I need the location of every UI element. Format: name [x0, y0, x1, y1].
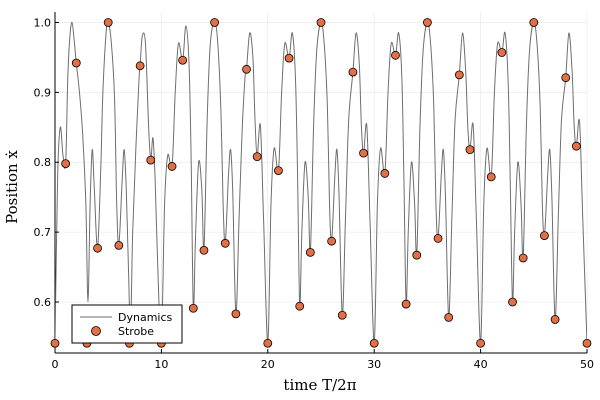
- strobe-point: [412, 250, 422, 260]
- strobe-point: [252, 152, 262, 162]
- series-layer: [50, 18, 592, 348]
- strobe-point: [71, 58, 81, 68]
- x-axis-title: time T/2π: [283, 376, 356, 394]
- y-tick-label: 0.9: [34, 86, 52, 99]
- legend: Dynamics Strobe: [71, 304, 183, 344]
- strobe-point: [61, 159, 71, 169]
- x-tick-label: 20: [261, 358, 275, 371]
- strobe-point: [284, 53, 294, 63]
- strobe-point: [518, 253, 528, 263]
- strobe-point: [188, 303, 198, 313]
- strobe-point: [199, 245, 209, 255]
- strobe-point: [465, 145, 475, 155]
- strobe-point: [540, 231, 549, 241]
- x-tick-label: 10: [154, 358, 168, 371]
- strobe-point: [178, 55, 188, 65]
- x-tick-label: 50: [580, 358, 594, 371]
- strobe-point: [391, 50, 400, 60]
- strobe-point: [337, 310, 347, 320]
- strobe-point: [582, 338, 592, 348]
- strobe-point: [401, 299, 411, 309]
- strobe-point: [561, 73, 571, 83]
- strobe-point: [454, 70, 464, 80]
- strobe-point: [497, 48, 507, 57]
- strobe-point: [508, 297, 517, 307]
- y-tick-label: 0.7: [34, 226, 52, 239]
- strobe-point: [444, 312, 454, 322]
- strobe-point: [529, 18, 539, 27]
- strobe-point: [103, 18, 113, 27]
- legend-label-dynamics: Dynamics: [118, 311, 173, 324]
- strobe-point: [305, 247, 315, 257]
- tick-layer: 0 10 20 30 40 50 0.6 0.7 0.8 0.9 1.0: [34, 16, 595, 371]
- y-tick-label: 0.6: [34, 296, 52, 309]
- legend-marker-swatch: [91, 326, 101, 336]
- strobe-point: [369, 338, 379, 348]
- strobe-point: [295, 301, 305, 311]
- strobe-point: [327, 236, 337, 246]
- strobe-point: [359, 148, 368, 158]
- strobe-point: [433, 234, 443, 243]
- strobe-point: [263, 338, 273, 348]
- y-axis-title: Position ẋ: [3, 150, 21, 224]
- x-tick-label: 40: [474, 358, 488, 371]
- y-tick-label: 1.0: [34, 16, 52, 29]
- y-tick-label: 0.8: [34, 156, 52, 169]
- strobe-point: [93, 243, 102, 253]
- strobe-point: [422, 18, 432, 27]
- strobe-point: [486, 172, 496, 182]
- axes-layer: [54, 12, 587, 354]
- x-tick-label: 30: [367, 358, 381, 371]
- strobe-point: [146, 155, 156, 165]
- strobe-point: [476, 338, 486, 348]
- strobe-point: [135, 61, 145, 71]
- strobe-point: [114, 240, 124, 250]
- strobe-point: [242, 64, 251, 74]
- x-tick-label: 0: [52, 358, 59, 371]
- strobe-point: [210, 18, 220, 27]
- strobe-point: [380, 169, 390, 178]
- strobe-point: [50, 338, 60, 348]
- strobe-point: [571, 141, 581, 151]
- legend-label-strobe: Strobe: [118, 325, 154, 338]
- strobe-point: [550, 315, 560, 324]
- legend-box: [71, 304, 183, 344]
- strobe-point: [274, 166, 283, 176]
- strobe-point: [348, 67, 358, 77]
- strobe-point: [220, 238, 230, 248]
- strobe-point: [231, 309, 241, 319]
- strobe-point: [316, 18, 326, 27]
- strobe-point: [167, 162, 177, 171]
